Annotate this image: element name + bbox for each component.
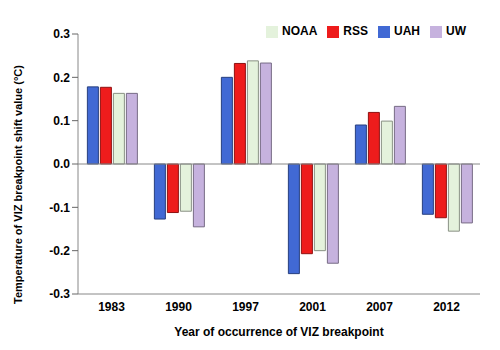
- html-text:RSS: RSS: [343, 24, 368, 38]
- svg-text:0.3: 0.3: [53, 27, 70, 41]
- svg-text:Year of occurrence of VIZ brea: Year of occurrence of VIZ breakpoint: [174, 325, 383, 339]
- svg-text:-0.2: -0.2: [49, 244, 70, 258]
- svg-text:0.1: 0.1: [53, 114, 70, 128]
- svg-text:1983: 1983: [98, 300, 125, 314]
- svg-text:-0.3: -0.3: [49, 287, 70, 301]
- svg-text:2012: 2012: [433, 300, 460, 314]
- svg-text:2001: 2001: [299, 300, 326, 314]
- svg-text:0.0: 0.0: [53, 157, 70, 171]
- svg-text:Temperature of VIZ breakpoint: Temperature of VIZ breakpoint shift valu…: [12, 65, 24, 304]
- html-text:UAH: UAH: [394, 24, 420, 38]
- svg-text:1997: 1997: [232, 300, 259, 314]
- html-text:UW: UW: [446, 24, 466, 38]
- svg-text:0.2: 0.2: [53, 71, 70, 85]
- svg-text:1990: 1990: [165, 300, 192, 314]
- svg-text:2007: 2007: [366, 300, 393, 314]
- html-text:NOAA: NOAA: [282, 24, 318, 38]
- svg-text:-0.1: -0.1: [49, 201, 70, 215]
